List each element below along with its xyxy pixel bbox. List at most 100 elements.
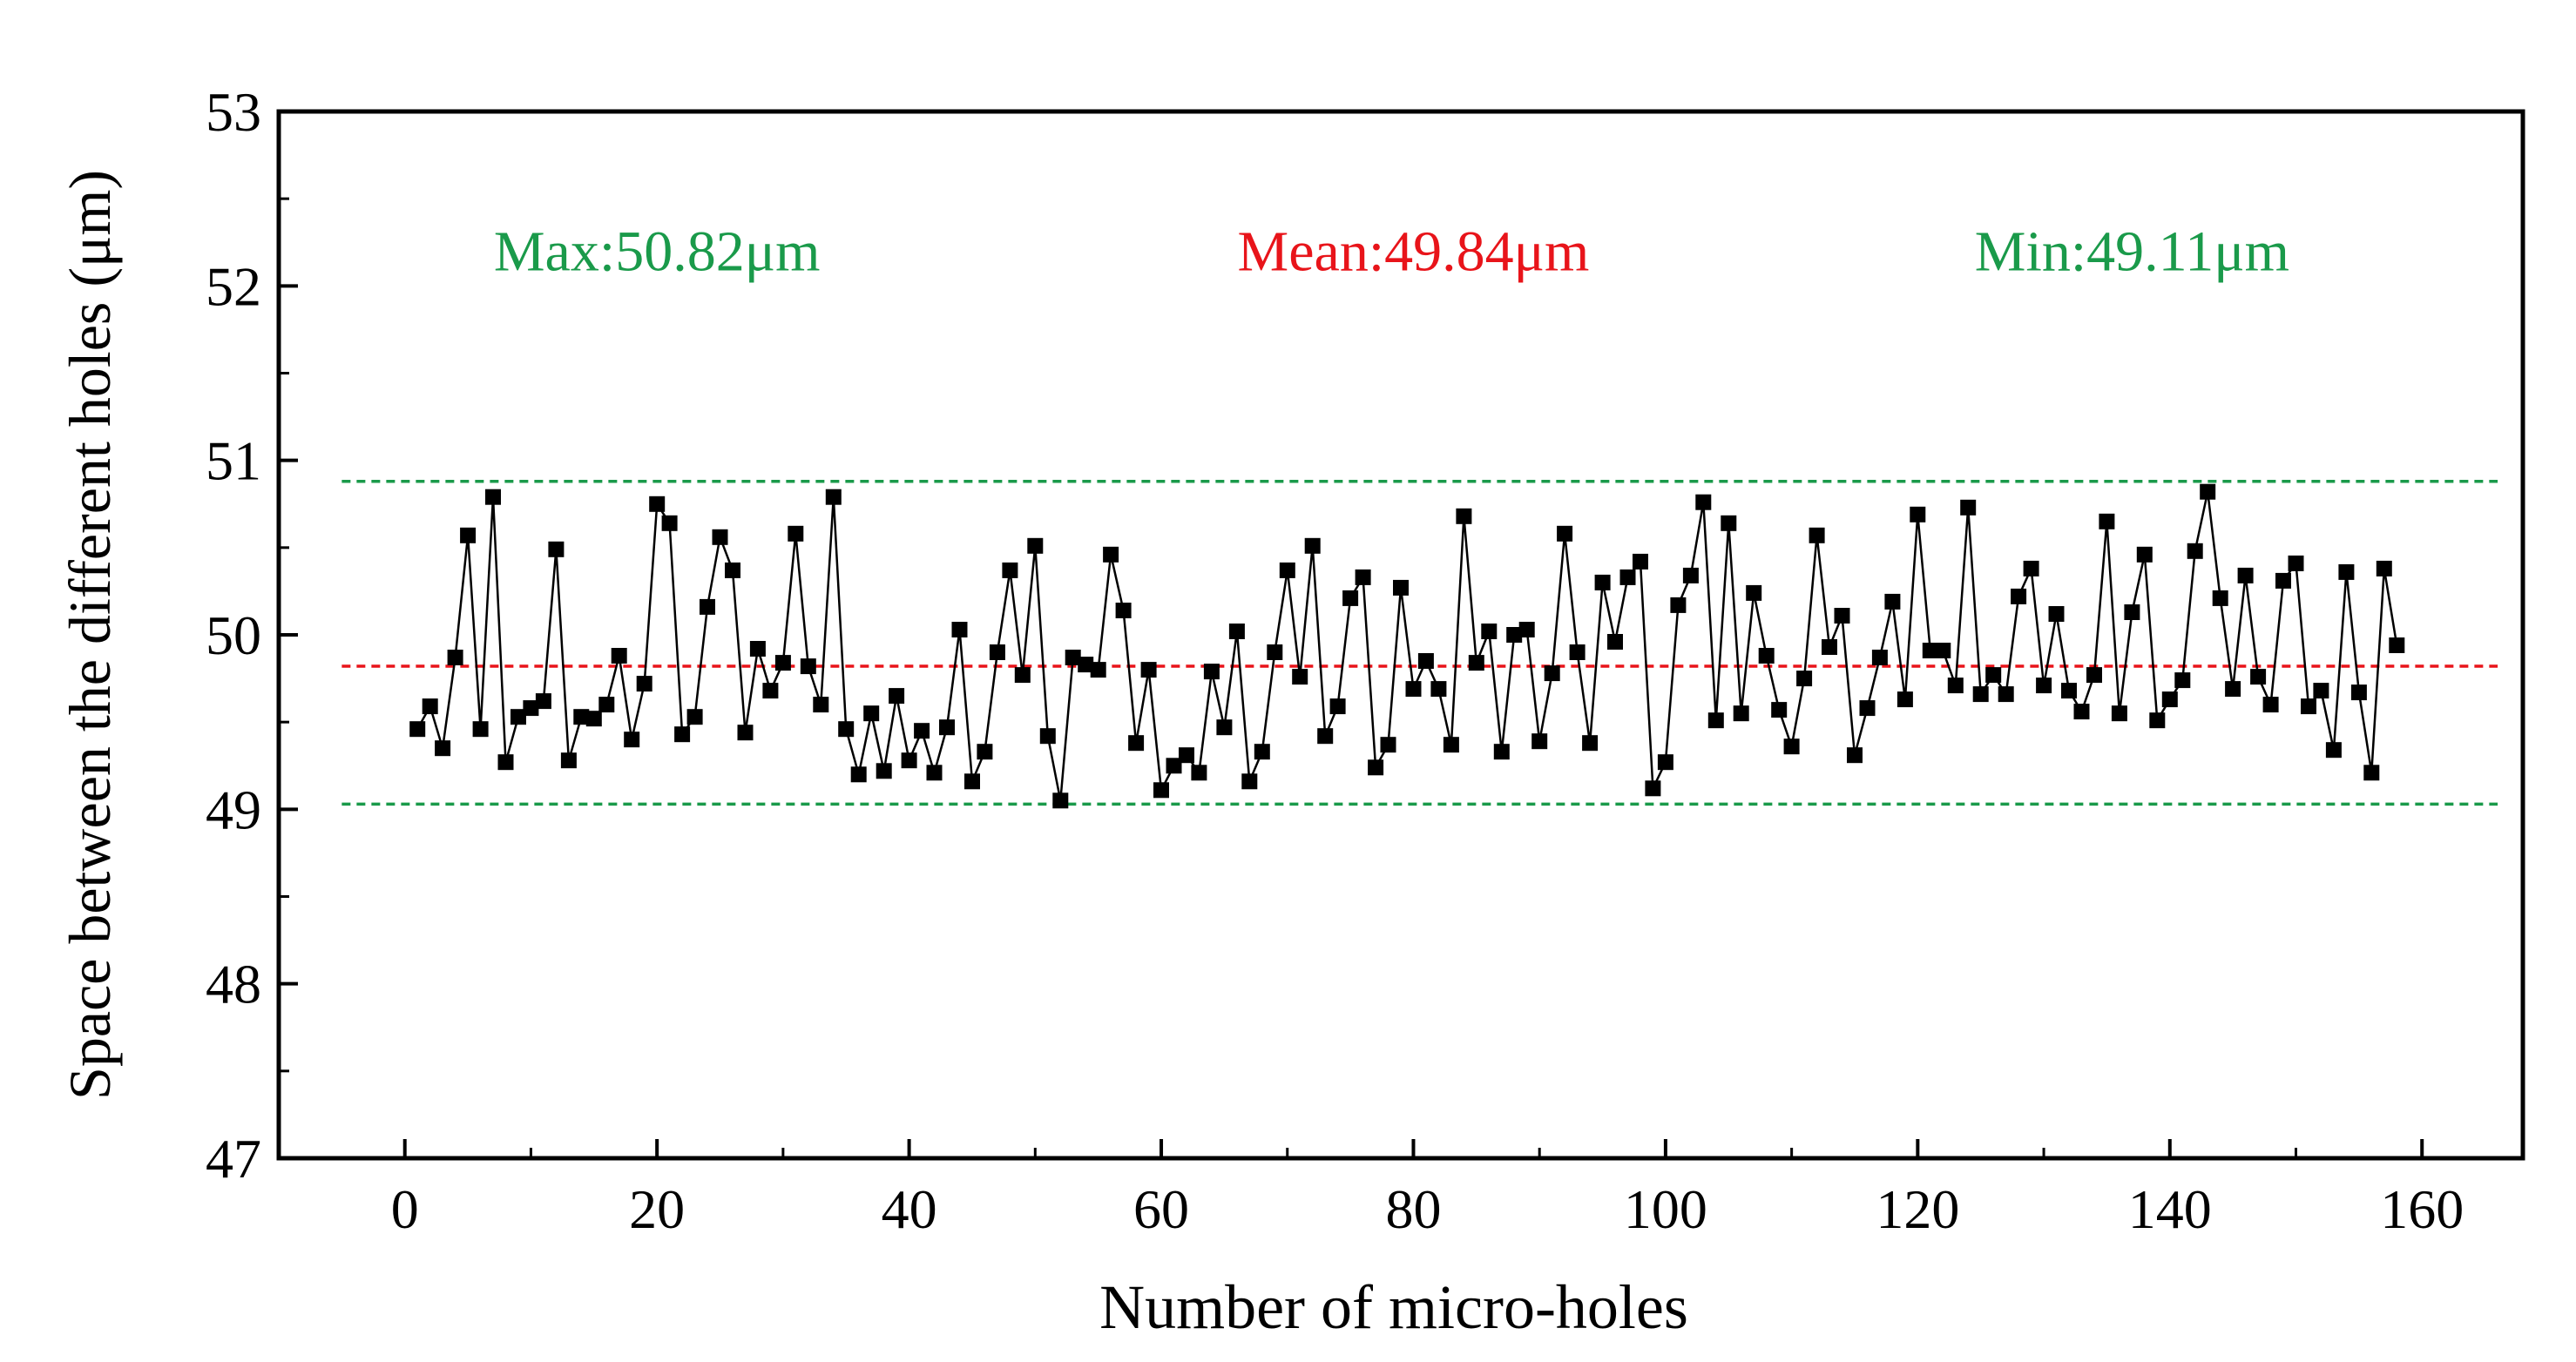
- data-point: [1834, 608, 1850, 624]
- data-point: [1443, 737, 1459, 753]
- data-point: [2225, 681, 2241, 698]
- x-tick-label: 60: [1133, 1178, 1189, 1240]
- data-point: [1985, 667, 2002, 684]
- data-point: [624, 732, 640, 748]
- data-point: [460, 527, 477, 543]
- data-point: [2376, 560, 2392, 576]
- y-tick-label: 47: [206, 1128, 261, 1190]
- data-point: [800, 658, 816, 675]
- data-point: [1078, 657, 1094, 673]
- data-point: [1304, 537, 1321, 554]
- data-point: [485, 489, 501, 505]
- data-point: [813, 697, 829, 713]
- data-point: [1544, 665, 1560, 682]
- data-point: [1179, 747, 1194, 764]
- data-point: [1191, 765, 1207, 781]
- data-point: [749, 641, 766, 657]
- data-point: [1645, 780, 1661, 797]
- data-point: [1884, 593, 1901, 610]
- data-point: [1267, 644, 1283, 660]
- data-point: [762, 683, 779, 699]
- data-point: [2275, 572, 2291, 589]
- data-point: [700, 598, 715, 615]
- data-point: [1014, 667, 1031, 684]
- y-tick-label: 48: [206, 954, 261, 1015]
- data-point: [1103, 546, 1119, 563]
- data-point: [2389, 637, 2405, 653]
- data-point: [2136, 546, 2153, 563]
- data-point: [2325, 742, 2342, 759]
- data-point: [1380, 737, 1396, 753]
- data-point: [636, 676, 652, 692]
- data-point: [1065, 650, 1081, 665]
- data-point: [686, 709, 703, 725]
- data-point: [535, 693, 551, 710]
- data-point: [1847, 747, 1863, 764]
- data-point: [989, 644, 1005, 660]
- data-point: [523, 700, 539, 717]
- data-point: [1935, 643, 1951, 658]
- x-tick-label: 100: [1624, 1178, 1707, 1240]
- data-point: [774, 655, 791, 671]
- data-point: [1115, 603, 1132, 618]
- x-tick-label: 80: [1385, 1178, 1441, 1240]
- data-point: [1822, 639, 1837, 655]
- data-point: [1052, 792, 1069, 809]
- y-tick-label: 52: [206, 255, 261, 317]
- data-point: [1670, 597, 1687, 613]
- data-point: [447, 650, 463, 665]
- data-point: [863, 705, 880, 722]
- data-point: [1910, 506, 1926, 523]
- data-point: [1166, 758, 1182, 774]
- data-point: [649, 496, 666, 512]
- data-point: [2288, 555, 2304, 571]
- data-point: [2262, 697, 2279, 713]
- data-point: [1027, 537, 1044, 554]
- data-point: [2187, 543, 2203, 559]
- data-point: [1342, 590, 1359, 606]
- x-tick-label: 120: [1876, 1178, 1959, 1240]
- data-point: [1771, 702, 1788, 718]
- data-point: [1279, 562, 1295, 578]
- x-tick-label: 20: [629, 1178, 685, 1240]
- data-point: [2124, 604, 2140, 620]
- data-point: [2048, 606, 2065, 622]
- data-point: [2073, 704, 2090, 720]
- data-point: [964, 773, 980, 790]
- data-point: [2174, 672, 2191, 689]
- data-point: [1809, 527, 1825, 543]
- data-point: [1972, 686, 1989, 703]
- data-point: [674, 726, 691, 743]
- data-point: [1871, 650, 1888, 665]
- data-point: [2023, 560, 2039, 576]
- data-point: [1216, 719, 1233, 736]
- data-point: [850, 766, 867, 783]
- data-point: [2161, 691, 2178, 708]
- mean-annotation: Mean:49.84μm: [1238, 219, 1590, 283]
- data-point: [510, 709, 526, 725]
- data-point: [548, 541, 565, 557]
- data-point: [1695, 494, 1712, 510]
- data-point: [1707, 712, 1724, 729]
- data-point: [1619, 569, 1636, 585]
- data-point: [2086, 667, 2102, 684]
- data-point: [1733, 705, 1749, 722]
- data-point: [2250, 669, 2267, 685]
- data-point: [737, 725, 754, 741]
- data-point: [2011, 588, 2027, 604]
- data-point: [422, 698, 438, 715]
- x-tick-label: 0: [391, 1178, 419, 1240]
- data-point: [2061, 683, 2077, 699]
- data-point: [1368, 759, 1384, 776]
- data-point: [951, 622, 968, 637]
- y-tick-label: 51: [206, 430, 261, 492]
- data-point: [2099, 513, 2115, 529]
- data-point: [1292, 669, 1308, 685]
- data-point: [1481, 624, 1498, 639]
- data-point: [1582, 735, 1599, 752]
- data-point: [1633, 553, 1648, 570]
- data-point: [1228, 624, 1245, 639]
- y-tick-label: 53: [206, 81, 261, 143]
- data-point: [585, 711, 602, 727]
- data-point: [2350, 684, 2367, 701]
